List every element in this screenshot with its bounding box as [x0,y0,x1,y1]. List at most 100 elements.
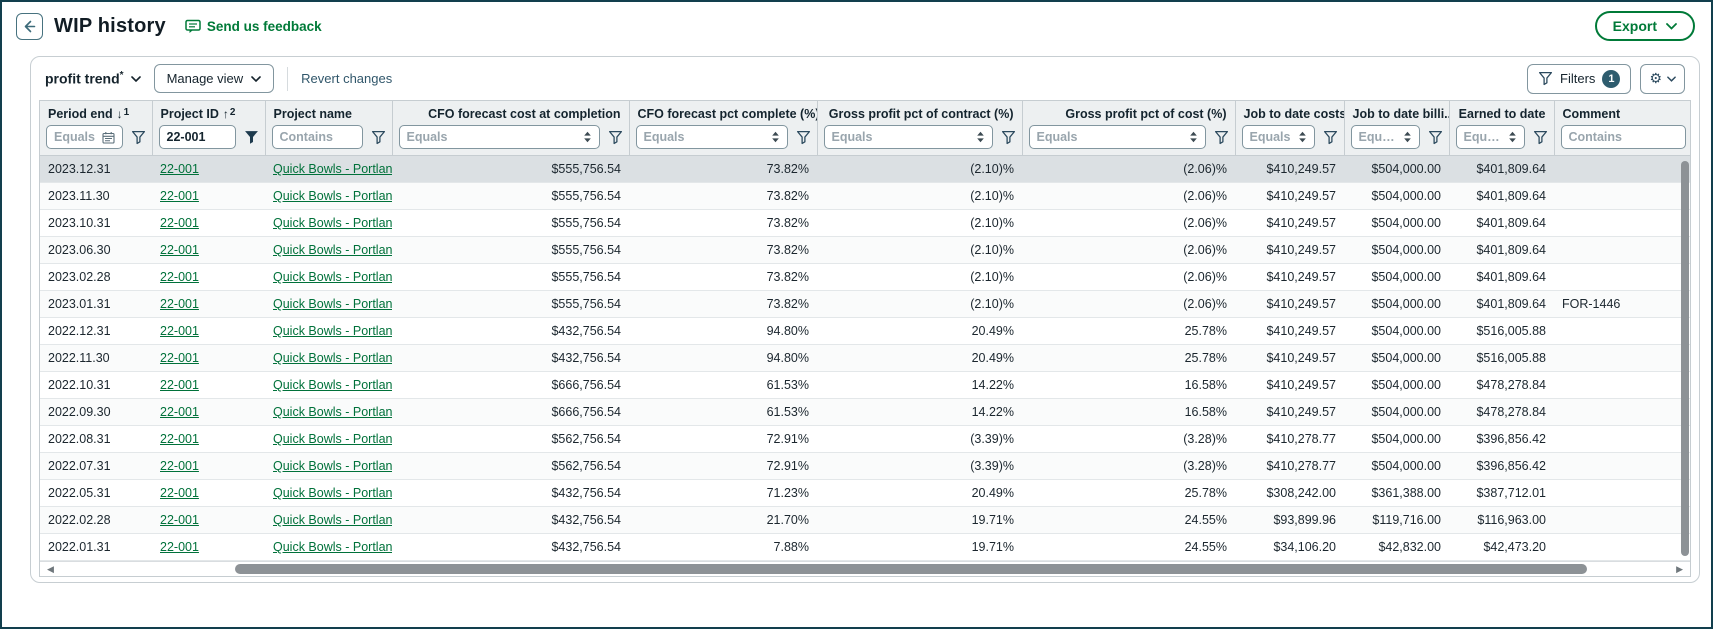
table-row[interactable]: 2023.02.28 22-001 Quick Bowls - Portland $5… [40,263,1690,291]
project_id-link[interactable]: 22-001 [160,324,199,338]
project_id-link[interactable]: 22-001 [160,351,199,365]
vertical-scrollbar[interactable] [1681,161,1689,556]
jtd_costs-funnel-outline-icon[interactable] [1323,130,1338,145]
revert-changes-link[interactable]: Revert changes [301,71,393,86]
project_name-link[interactable]: Quick Bowls - Portland [273,432,392,446]
column-header-earned_to_date[interactable]: Earned to date [1449,101,1555,124]
cfo_forecast_pct-funnel-outline-icon[interactable] [796,130,811,145]
horizontal-scrollbar-track[interactable] [57,564,1673,574]
project_id-link[interactable]: 22-001 [160,540,199,554]
table-row[interactable]: 2023.12.31 22-001 Quick Bowls - Portland $5… [40,155,1690,183]
jtd_billings-filter-select[interactable]: Equals [1350,125,1420,149]
period_end-filter-input[interactable]: Equals [46,125,123,149]
column-header-cfo_forecast_pct[interactable]: CFO forecast pct complete (%) [629,101,818,124]
scroll-right-icon[interactable]: ▶ [1676,563,1683,574]
project_name-link[interactable]: Quick Bowls - Portland [273,243,392,257]
project_id-link[interactable]: 22-001 [160,162,199,176]
comment-filter-input[interactable]: Contains [1560,125,1686,149]
gp_pct_cost-filter-select[interactable]: Equals [1028,125,1206,149]
period_end-funnel-outline-icon[interactable] [131,130,146,145]
earned_to_date-filter-select[interactable]: Equals [1455,125,1525,149]
gp_pct_contract-filter-select[interactable]: Equals [823,125,993,149]
project_name-link[interactable]: Quick Bowls - Portland [273,513,392,527]
project_id-link[interactable]: 22-001 [160,405,199,419]
project_id-link[interactable]: 22-001 [160,378,199,392]
table-row[interactable]: 2022.08.31 22-001 Quick Bowls - Portland $5… [40,425,1690,453]
project_id-link[interactable]: 22-001 [160,189,199,203]
column-header-gp_pct_contract[interactable]: Gross profit pct of contract (%) [817,101,1023,124]
manage-view-button[interactable]: Manage view [153,64,275,93]
project_name-link[interactable]: Quick Bowls - Portland [273,540,392,554]
cell-project_name: Quick Bowls - Portland [265,209,392,237]
horizontal-scrollbar[interactable]: ◀ ▶ [40,561,1690,576]
column-header-project_id[interactable]: Project ID ↑2 [152,101,266,124]
view-selector[interactable]: profit trend* [45,70,141,87]
gp_pct_contract-funnel-outline-icon[interactable] [1001,130,1016,145]
project_name-link[interactable]: Quick Bowls - Portland [273,351,392,365]
table-row[interactable]: 2022.05.31 22-001 Quick Bowls - Portland $4… [40,479,1690,507]
column-header-cfo_forecast_cost[interactable]: CFO forecast cost at completion [392,101,630,124]
project_name-link[interactable]: Quick Bowls - Portland [273,378,392,392]
filters-button[interactable]: Filters 1 [1527,63,1632,94]
jtd_billings-funnel-outline-icon[interactable] [1428,130,1443,145]
cfo_forecast_pct-filter-select[interactable]: Equals [635,125,788,149]
table-row[interactable]: 2022.02.28 22-001 Quick Bowls - Portland $4… [40,506,1690,534]
project_name-link[interactable]: Quick Bowls - Portland [273,270,392,284]
scroll-left-icon[interactable]: ◀ [47,563,54,574]
export-button[interactable]: Export [1594,11,1695,41]
project_id-link[interactable]: 22-001 [160,297,199,311]
project_id-link[interactable]: 22-001 [160,270,199,284]
cell-cfo_forecast_cost: $555,756.54 [392,155,629,183]
earned_to_date-funnel-outline-icon[interactable] [1533,130,1548,145]
cell-jtd_billings: $42,832.00 [1344,533,1449,561]
column-header-comment[interactable]: Comment [1554,101,1690,124]
back-button[interactable] [16,12,43,40]
table-row[interactable]: 2022.09.30 22-001 Quick Bowls - Portland $6… [40,398,1690,426]
project_id-filter-input[interactable]: 22-001 [158,125,236,149]
table-row[interactable]: 2022.11.30 22-001 Quick Bowls - Portland $4… [40,344,1690,372]
column-header-jtd_costs[interactable]: Job to date costs [1235,101,1345,124]
feedback-link[interactable]: Send us feedback [185,19,322,34]
cfo_forecast_cost-funnel-outline-icon[interactable] [608,130,623,145]
project_name-link[interactable]: Quick Bowls - Portland [273,162,392,176]
table-row[interactable]: 2023.10.31 22-001 Quick Bowls - Portland $5… [40,209,1690,237]
project_name-link[interactable]: Quick Bowls - Portland [273,216,392,230]
grid-settings-button[interactable]: ⚙ [1640,63,1685,94]
cell-project_name: Quick Bowls - Portland [265,533,392,561]
project_name-link[interactable]: Quick Bowls - Portland [273,405,392,419]
project_id-link[interactable]: 22-001 [160,243,199,257]
project_name-link[interactable]: Quick Bowls - Portland [273,486,392,500]
project_id-link[interactable]: 22-001 [160,432,199,446]
horizontal-scrollbar-thumb[interactable] [234,564,1587,574]
project_name-link[interactable]: Quick Bowls - Portland [273,297,392,311]
table-row[interactable]: 2022.10.31 22-001 Quick Bowls - Portland $6… [40,371,1690,399]
column-header-period_end[interactable]: Period end ↓1 [40,101,153,124]
table-row[interactable]: 2022.07.31 22-001 Quick Bowls - Portland $5… [40,452,1690,480]
calendar-icon[interactable] [101,131,115,144]
project_name-link[interactable]: Quick Bowls - Portland [273,324,392,338]
table-row[interactable]: 2022.01.31 22-001 Quick Bowls - Portland $4… [40,533,1690,561]
project_id-funnel-solid-icon[interactable] [244,130,259,145]
project_id-link[interactable]: 22-001 [160,486,199,500]
jtd_costs-filter-select[interactable]: Equals [1241,125,1315,149]
table-row[interactable]: 2023.11.30 22-001 Quick Bowls - Portland $5… [40,182,1690,210]
table-row[interactable]: 2022.12.31 22-001 Quick Bowls - Portland $4… [40,317,1690,345]
table-row[interactable]: 2023.01.31 22-001 Quick Bowls - Portland $5… [40,290,1690,318]
column-header-jtd_billings[interactable]: Job to date billi... [1344,101,1450,124]
project_id-link[interactable]: 22-001 [160,459,199,473]
project_id-link[interactable]: 22-001 [160,513,199,527]
project_name-funnel-outline-icon[interactable] [371,130,386,145]
column-header-gp_pct_cost[interactable]: Gross profit pct of cost (%) [1022,101,1236,124]
project_name-link[interactable]: Quick Bowls - Portland [273,189,392,203]
filter-cell-jtd_billings: Equals [1344,124,1450,156]
cfo_forecast_cost-filter-select[interactable]: Equals [398,125,600,149]
gp_pct_cost-funnel-outline-icon[interactable] [1214,130,1229,145]
column-header-project_name[interactable]: Project name [265,101,393,124]
cell-cfo_forecast_pct: 61.53% [629,398,817,426]
project_name-filter-input[interactable]: Contains [271,125,363,149]
cell-comment [1554,236,1690,264]
table-row[interactable]: 2023.06.30 22-001 Quick Bowls - Portland $5… [40,236,1690,264]
cell-comment [1554,317,1690,345]
project_id-link[interactable]: 22-001 [160,216,199,230]
project_name-link[interactable]: Quick Bowls - Portland [273,459,392,473]
